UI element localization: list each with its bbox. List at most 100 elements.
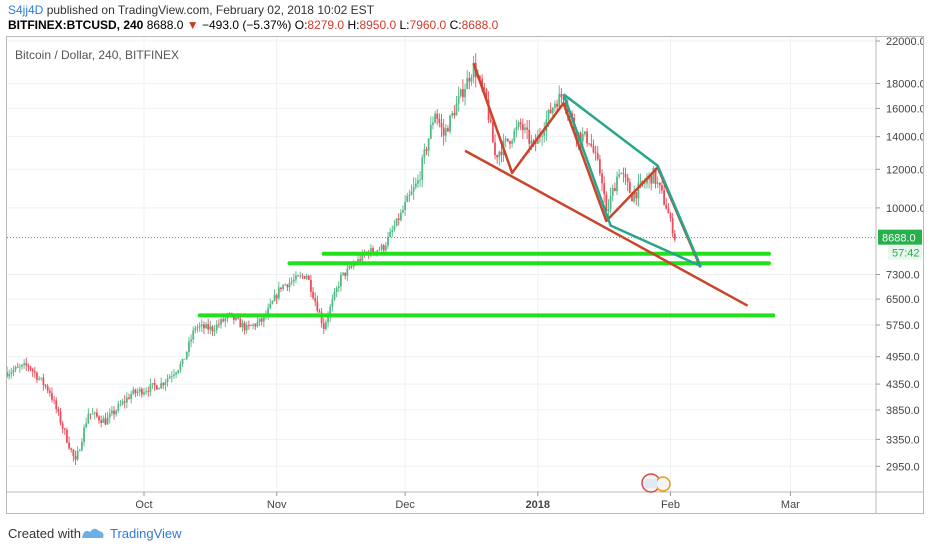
drawings	[197, 62, 776, 318]
footer: Created with TradingView	[0, 518, 932, 550]
candle-body	[48, 390, 51, 393]
candle-body	[21, 364, 23, 367]
candle-body	[658, 182, 661, 186]
candle-body	[372, 248, 374, 252]
candle-body	[556, 103, 558, 107]
candle-body	[29, 366, 32, 370]
candle-body	[382, 245, 385, 251]
candle-body	[318, 311, 321, 313]
y-tick-label: 4950.0	[886, 352, 920, 364]
candle-body	[175, 372, 177, 375]
candle-body	[149, 384, 152, 392]
ohlc-line: BITFINEX:BTCUSD, 240 8688.0 ▼ −493.0 (−5…	[8, 18, 498, 32]
candle-body	[177, 370, 180, 373]
candle-body	[549, 109, 552, 113]
current-price-label: 8688.0	[882, 233, 916, 245]
candle-body	[40, 377, 43, 379]
x-tick-label: Feb	[661, 499, 680, 511]
candle-body	[494, 142, 496, 156]
candle-body	[27, 365, 30, 367]
candle-body	[61, 423, 64, 429]
candle-body	[134, 389, 137, 394]
candle-body	[442, 127, 445, 136]
candle-body	[224, 318, 227, 322]
candle-body	[196, 327, 199, 329]
candle-body	[76, 450, 79, 460]
candle-body	[393, 226, 396, 230]
candle-body	[352, 264, 355, 267]
candle-body	[397, 218, 400, 221]
candle-body	[410, 191, 413, 195]
candle-body	[113, 410, 115, 415]
candle-body	[151, 383, 154, 385]
candle-body	[288, 282, 291, 288]
chart-frame[interactable]: 22000.0 18000.0 16000.0 14000.0 12000.0 10000…	[6, 36, 924, 514]
candles	[7, 53, 676, 465]
candle-body	[284, 284, 287, 286]
candle-body	[138, 389, 141, 392]
candle-body	[235, 317, 237, 321]
candle-body	[256, 321, 259, 327]
candle-body	[85, 423, 88, 428]
candle-body	[656, 182, 659, 184]
candle-body	[517, 122, 520, 128]
candle-body	[250, 325, 252, 327]
candle-body	[147, 391, 150, 393]
candle-body	[299, 275, 302, 277]
candle-body	[498, 151, 501, 158]
candle-body	[23, 363, 26, 365]
y-tick-label: 7300.0	[886, 270, 920, 282]
candle-body	[170, 375, 173, 377]
y-tick-label: 4350.0	[886, 379, 920, 391]
candle-body	[273, 295, 276, 302]
candle-body	[31, 369, 34, 372]
tradingview-link[interactable]: TradingView	[110, 526, 182, 541]
candle-body	[380, 245, 383, 250]
candle-body	[472, 62, 475, 78]
event-flag-icon[interactable]	[641, 473, 671, 493]
y-tick-label: 16000.0	[886, 103, 923, 115]
candle-body	[100, 420, 103, 423]
open-label: O:	[294, 18, 308, 32]
y-tick-label: 12000.0	[886, 164, 923, 176]
current-price-box	[878, 229, 922, 245]
candle-body	[102, 418, 105, 423]
candle-body	[190, 339, 192, 342]
close-label: C:	[449, 18, 462, 32]
candle-body	[643, 183, 646, 185]
candle-body	[66, 429, 68, 443]
tradingview-logo-icon[interactable]	[80, 524, 106, 542]
candle-body	[277, 287, 280, 299]
candle-body	[239, 318, 242, 328]
candle-body	[646, 179, 648, 184]
candle-body	[603, 183, 606, 195]
x-tick-label: Nov	[267, 499, 287, 511]
candle-body	[123, 401, 126, 403]
candle-body	[192, 330, 195, 340]
candle-body	[140, 389, 143, 395]
countdown-box	[888, 245, 922, 260]
candle-body	[331, 299, 334, 307]
candle-body	[639, 180, 642, 183]
candle-body	[500, 151, 503, 156]
high-label: H:	[347, 18, 360, 32]
candle-body	[63, 428, 66, 430]
candle-body	[91, 413, 94, 415]
candle-body	[200, 324, 203, 326]
author-link[interactable]: S4jj4D	[8, 3, 44, 17]
candle-body	[652, 167, 655, 184]
candle-body	[436, 113, 439, 119]
candle-body	[466, 78, 469, 90]
candle-body	[153, 383, 156, 386]
candle-body	[81, 441, 83, 451]
candle-body	[547, 109, 550, 120]
time-axis[interactable]: Oct Nov Dec 2018 Feb Mar	[135, 492, 800, 511]
candle-body	[457, 95, 460, 104]
x-tick-label: Mar	[781, 499, 800, 511]
candle-body	[673, 233, 676, 240]
price-axis[interactable]: 22000.0 18000.0 16000.0 14000.0 12000.0 10000…	[876, 37, 923, 473]
candle-body	[654, 167, 657, 184]
price-chart[interactable]: 22000.0 18000.0 16000.0 14000.0 12000.0 10000…	[7, 37, 923, 513]
candle-body	[271, 301, 274, 304]
candle-body	[55, 400, 58, 410]
